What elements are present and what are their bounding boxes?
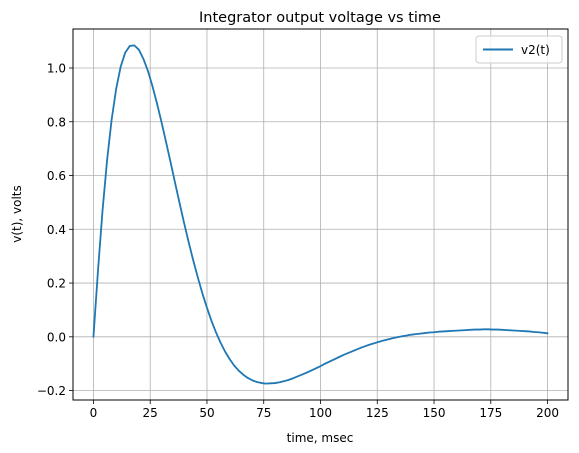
y-axis-label: v(t), volts bbox=[10, 185, 24, 243]
legend: v2(t) bbox=[475, 35, 563, 64]
x-tick-label: 100 bbox=[309, 406, 332, 420]
y-axis-ticks: −0.2 0.0 0.2 0.4 0.6 0.8 1.0 bbox=[37, 61, 73, 398]
y-tick-label: 0.6 bbox=[47, 169, 66, 183]
y-tick-label: 0.2 bbox=[47, 277, 66, 291]
x-tick-label: 50 bbox=[199, 406, 214, 420]
series-layer bbox=[92, 44, 549, 385]
legend-box bbox=[475, 35, 563, 64]
x-tick-label: 25 bbox=[143, 406, 158, 420]
y-tick-label: 0.4 bbox=[47, 223, 66, 237]
legend-label: v2(t) bbox=[521, 43, 550, 57]
x-axis-ticks: 0 25 50 75 100 125 150 175 200 bbox=[90, 400, 559, 420]
x-tick-label: 75 bbox=[256, 406, 271, 420]
x-tick-label: 150 bbox=[423, 406, 446, 420]
y-tick-label: −0.2 bbox=[37, 384, 66, 398]
x-tick-label: 175 bbox=[479, 406, 502, 420]
grid-lines bbox=[73, 29, 568, 400]
x-tick-label: 125 bbox=[366, 406, 389, 420]
y-tick-label: 0.0 bbox=[47, 330, 66, 344]
y-tick-label: 0.8 bbox=[47, 115, 66, 129]
x-tick-label: 200 bbox=[536, 406, 559, 420]
x-axis-label: time, msec bbox=[287, 431, 354, 445]
y-tick-label: 1.0 bbox=[47, 61, 66, 75]
chart-title: Integrator output voltage vs time bbox=[199, 10, 441, 26]
series-line-v2 bbox=[92, 44, 549, 385]
x-tick-label: 0 bbox=[90, 406, 98, 420]
